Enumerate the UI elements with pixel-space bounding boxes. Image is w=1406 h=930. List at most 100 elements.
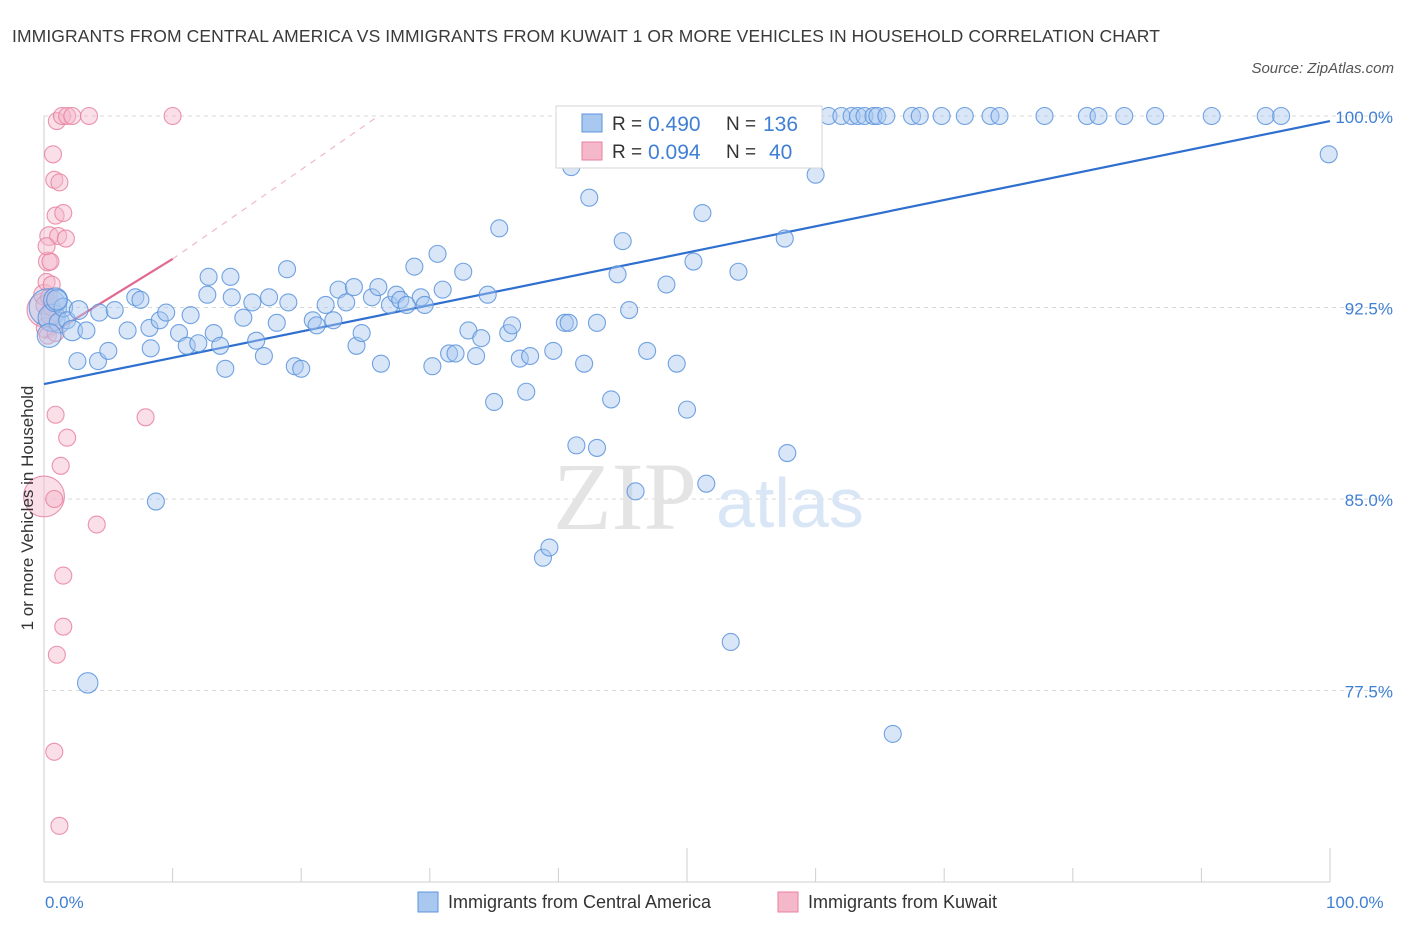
stats-r-value-central-america: 0.490 bbox=[648, 113, 701, 136]
central-america-point-113 bbox=[842, 106, 861, 126]
central-america-point-48 bbox=[352, 323, 371, 343]
kuwait-point-24 bbox=[58, 428, 77, 447]
central-america-point-132 bbox=[1256, 106, 1275, 126]
y-tick-label-3: 100.0% bbox=[1335, 108, 1393, 127]
central-america-point-32 bbox=[247, 331, 266, 350]
central-america-point-42 bbox=[316, 295, 335, 314]
central-america-point-7 bbox=[68, 352, 87, 371]
kuwait-point-19 bbox=[54, 566, 73, 585]
central-america-point-64 bbox=[454, 262, 473, 281]
stats-n-label-kuwait: N = bbox=[726, 142, 756, 163]
central-america-point-60 bbox=[428, 244, 447, 263]
central-america-point-73 bbox=[510, 349, 529, 368]
central-america-point-84 bbox=[580, 188, 599, 207]
central-america-point-88 bbox=[608, 265, 627, 284]
central-america-point-46 bbox=[344, 278, 363, 297]
central-america-point-35 bbox=[267, 313, 286, 332]
y-axis-label: 1 or more Vehicles in Household bbox=[18, 386, 37, 631]
central-america-point-129 bbox=[1115, 106, 1134, 126]
chart-source: Source: ZipAtlas.com bbox=[1251, 60, 1394, 77]
central-america-point-10 bbox=[90, 303, 109, 322]
central-america-point-69 bbox=[485, 392, 504, 412]
central-america-point-133 bbox=[1272, 106, 1291, 126]
stats-r-label-kuwait: R = bbox=[612, 142, 642, 163]
central-america-point-107 bbox=[775, 229, 794, 248]
kuwait-point-9 bbox=[43, 145, 63, 164]
central-america-point-70 bbox=[490, 219, 509, 238]
central-america-point-29 bbox=[222, 288, 241, 307]
central-america-point-128 bbox=[1089, 106, 1108, 126]
central-america-point-122 bbox=[932, 106, 951, 126]
central-america-point-27 bbox=[216, 359, 235, 378]
kuwait-point-10 bbox=[45, 170, 64, 189]
central-america-point-6 bbox=[61, 319, 84, 342]
central-america-point-21 bbox=[181, 306, 200, 325]
central-america-point-20 bbox=[177, 336, 196, 355]
central-america-point-87 bbox=[602, 390, 621, 409]
central-america-points bbox=[28, 106, 1338, 743]
central-america-point-120 bbox=[902, 106, 922, 126]
central-america-point-55 bbox=[397, 295, 416, 314]
central-america-point-92 bbox=[638, 341, 657, 360]
kuwait-point-22 bbox=[56, 229, 75, 248]
y-tick-label-2: 92.5% bbox=[1345, 300, 1393, 319]
central-america-point-49 bbox=[362, 288, 381, 307]
central-america-point-76 bbox=[533, 548, 553, 567]
stats-r-label-central-america: R = bbox=[612, 114, 642, 135]
x-tick-label-max: 100.0% bbox=[1326, 893, 1384, 912]
central-america-point-86 bbox=[587, 313, 607, 332]
central-america-point-62 bbox=[440, 344, 459, 363]
central-america-point-119 bbox=[883, 724, 902, 743]
trend-line-central-america bbox=[43, 120, 1331, 386]
central-america-point-41 bbox=[307, 316, 326, 335]
central-america-point-23 bbox=[198, 285, 217, 304]
central-america-point-61 bbox=[433, 280, 452, 299]
kuwait-point-31 bbox=[136, 408, 155, 427]
central-america-point-103 bbox=[721, 632, 740, 652]
central-america-point-68 bbox=[478, 285, 497, 304]
legend-swatch-central-america bbox=[417, 891, 439, 913]
kuwait-point-25 bbox=[47, 645, 66, 664]
kuwait-point-4 bbox=[35, 317, 58, 339]
trend-lines bbox=[43, 115, 1331, 386]
central-america-point-72 bbox=[503, 316, 522, 335]
grid-lines bbox=[44, 115, 1392, 691]
central-america-point-131 bbox=[1202, 106, 1221, 126]
kuwait-point-20 bbox=[54, 617, 73, 636]
central-america-point-22 bbox=[189, 334, 208, 353]
central-america-point-58 bbox=[415, 295, 434, 314]
kuwait-point-17 bbox=[51, 456, 70, 475]
central-america-point-118 bbox=[877, 106, 896, 126]
central-america-point-14 bbox=[131, 290, 150, 309]
central-america-point-26 bbox=[211, 336, 230, 355]
legend-label-central-america: Immigrants from Central America bbox=[448, 892, 712, 912]
central-america-point-134 bbox=[1319, 145, 1338, 164]
central-america-point-94 bbox=[657, 275, 676, 294]
central-america-point-34 bbox=[259, 288, 279, 307]
central-america-point-78 bbox=[544, 341, 563, 360]
watermark-zip: ZIP bbox=[553, 443, 697, 550]
central-america-point-85 bbox=[587, 438, 607, 457]
x-tick-label-min: 0.0% bbox=[45, 893, 84, 912]
central-america-point-116 bbox=[864, 106, 883, 126]
central-america-point-99 bbox=[693, 203, 712, 223]
stats-n-value-kuwait: 40 bbox=[769, 141, 792, 164]
central-america-point-30 bbox=[234, 308, 253, 327]
kuwait-point-13 bbox=[46, 405, 65, 424]
central-america-point-39 bbox=[292, 359, 311, 378]
stats-n-value-central-america: 136 bbox=[763, 113, 798, 136]
central-america-point-37 bbox=[279, 293, 298, 312]
legend-swatch-kuwait bbox=[777, 891, 799, 913]
central-america-point-126 bbox=[1035, 106, 1054, 126]
y-tick-label-0: 77.5% bbox=[1345, 683, 1393, 702]
central-america-point-16 bbox=[141, 339, 160, 358]
central-america-point-24 bbox=[199, 267, 218, 286]
y-tick-labels: 77.5% 85.0% 92.5% 100.0% bbox=[1335, 108, 1393, 702]
kuwait-point-32 bbox=[163, 106, 182, 126]
central-america-point-11 bbox=[105, 301, 124, 320]
central-america-point-138 bbox=[46, 289, 68, 311]
central-america-point-140 bbox=[99, 341, 118, 360]
kuwait-point-29 bbox=[87, 515, 106, 534]
central-america-point-56 bbox=[405, 257, 424, 276]
